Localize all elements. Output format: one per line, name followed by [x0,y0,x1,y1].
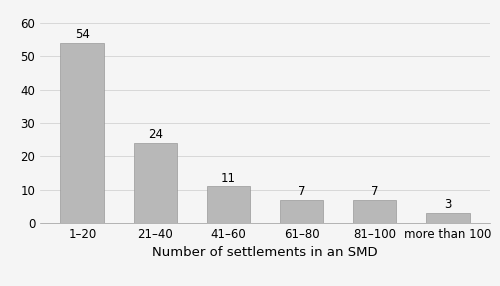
Bar [206,186,250,223]
Text: 11: 11 [221,172,236,185]
Bar [426,213,470,223]
Bar [280,200,324,223]
Text: 7: 7 [371,185,378,198]
Text: 24: 24 [148,128,163,141]
Text: 7: 7 [298,185,306,198]
Text: 3: 3 [444,198,452,211]
Text: 54: 54 [75,28,90,41]
Bar [60,43,104,223]
Bar [352,200,397,223]
X-axis label: Number of settlements in an SMD: Number of settlements in an SMD [152,247,378,259]
Bar [134,143,178,223]
